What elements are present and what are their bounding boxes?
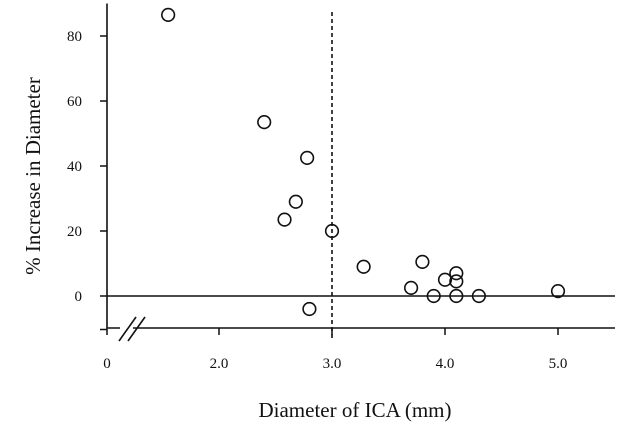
data-point [300, 150, 315, 165]
y-tick-label: 20 [67, 224, 82, 240]
x-tick-label: 3.0 [323, 356, 342, 372]
x-tick-label: 4.0 [436, 356, 455, 372]
y-axis-label: % Increase in Diameter [21, 77, 45, 275]
reference-lines [107, 12, 615, 338]
data-point [324, 223, 340, 239]
data-point [415, 254, 430, 269]
x-axis-ticks: 0 2.0 3.0 4.0 5.0 [103, 328, 567, 372]
data-point [449, 266, 464, 281]
y-tick-label: 60 [67, 94, 82, 110]
data-point [426, 288, 441, 304]
x-tick-label: 0 [103, 356, 111, 372]
data-point [356, 259, 371, 274]
x-tick-label: 5.0 [549, 356, 568, 372]
x-axis-break-marks [118, 316, 146, 342]
data-point [449, 288, 464, 304]
data-point [550, 284, 566, 299]
axis-break-slash [127, 316, 146, 342]
axis-break-gap [120, 325, 133, 331]
axes [106, 3, 615, 329]
y-tick-label: 80 [67, 29, 82, 45]
y-tick-label: 0 [75, 289, 83, 305]
x-axis-label: Diameter of ICA (mm) [258, 398, 451, 422]
axis-break-slash [118, 316, 137, 342]
data-point [288, 194, 303, 209]
data-point [449, 274, 464, 289]
data-point [302, 301, 317, 317]
data-point [161, 7, 176, 22]
data-point [277, 212, 292, 227]
x-tick-label: 2.0 [210, 356, 229, 372]
y-tick-label: 40 [67, 159, 82, 175]
data-point [404, 280, 419, 295]
data-point [471, 288, 487, 304]
data-point [257, 115, 272, 130]
data-point [437, 272, 453, 287]
y-axis-ticks: 0 20 40 60 80 [67, 29, 107, 331]
data-points [161, 7, 566, 317]
